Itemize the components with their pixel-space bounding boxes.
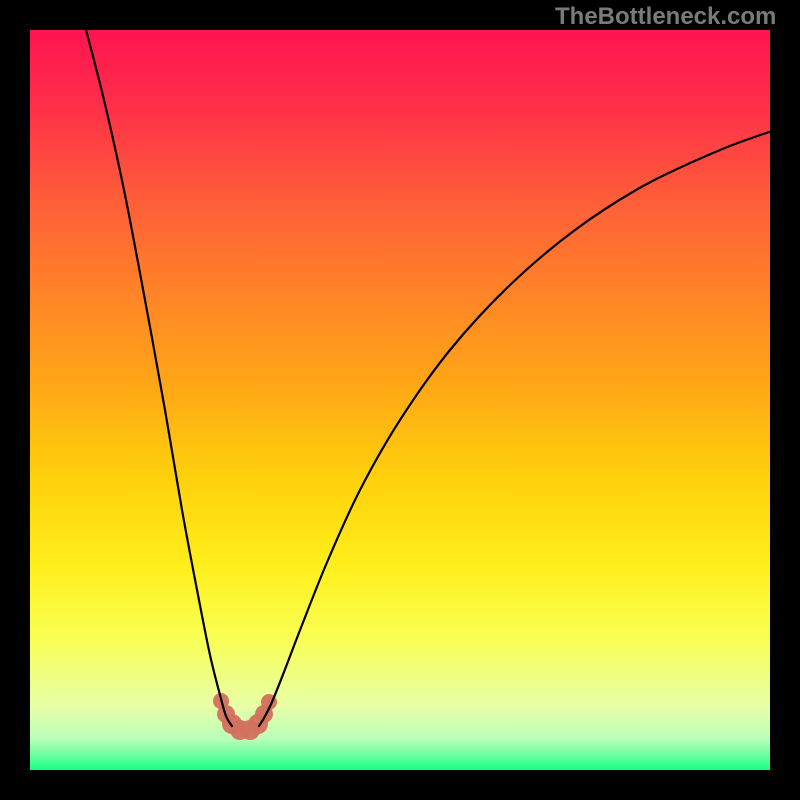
frame-bottom [0,770,800,800]
watermark-text: TheBottleneck.com [555,3,776,31]
frame-left [0,0,30,800]
bottleneck-chart [0,0,800,800]
frame-right [770,0,800,800]
plot-background [30,30,770,770]
